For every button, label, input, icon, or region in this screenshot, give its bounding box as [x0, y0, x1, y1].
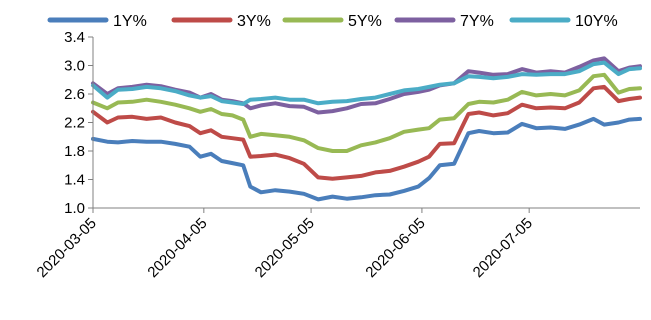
y-tick-label: 2.6 [64, 86, 85, 103]
legend-label: 1Y% [113, 13, 147, 30]
x-tick-label: 2020-06-05 [362, 215, 428, 281]
y-tick-label: 2.2 [64, 115, 85, 132]
x-tick-label: 2020-03-05 [34, 215, 100, 281]
legend-label: 7Y% [460, 13, 494, 30]
series-line-1ypct [91, 116, 642, 202]
legend-label: 5Y% [348, 13, 382, 30]
series-line-5ypct [91, 72, 642, 153]
series-layer [91, 56, 642, 202]
chart-axes: 1.0 1.4 1.8 2.2 2.6 3.0 3.4 2020-03-05 2020-04-0… [34, 29, 640, 281]
y-tick-label: 1.4 [64, 172, 85, 189]
legend-label: 10Y% [575, 13, 618, 30]
chart-legend: 1Y% 3Y% 5Y% 7Y% 10Y% [47, 13, 618, 30]
x-tick-label: 2020-04-05 [144, 215, 210, 281]
x-tick-label: 2020-07-05 [470, 215, 536, 281]
series-line-7ypct [91, 56, 642, 115]
legend-label: 3Y% [237, 13, 271, 30]
y-tick-label: 1.8 [64, 143, 85, 160]
y-tick-label: 1.0 [64, 200, 85, 217]
series-line-10ypct [91, 60, 642, 106]
x-tick-label: 2020-05-05 [252, 215, 318, 281]
y-tick-label: 3.0 [64, 58, 85, 75]
y-tick-label: 3.4 [64, 29, 85, 46]
series-line-3ypct [91, 84, 642, 181]
